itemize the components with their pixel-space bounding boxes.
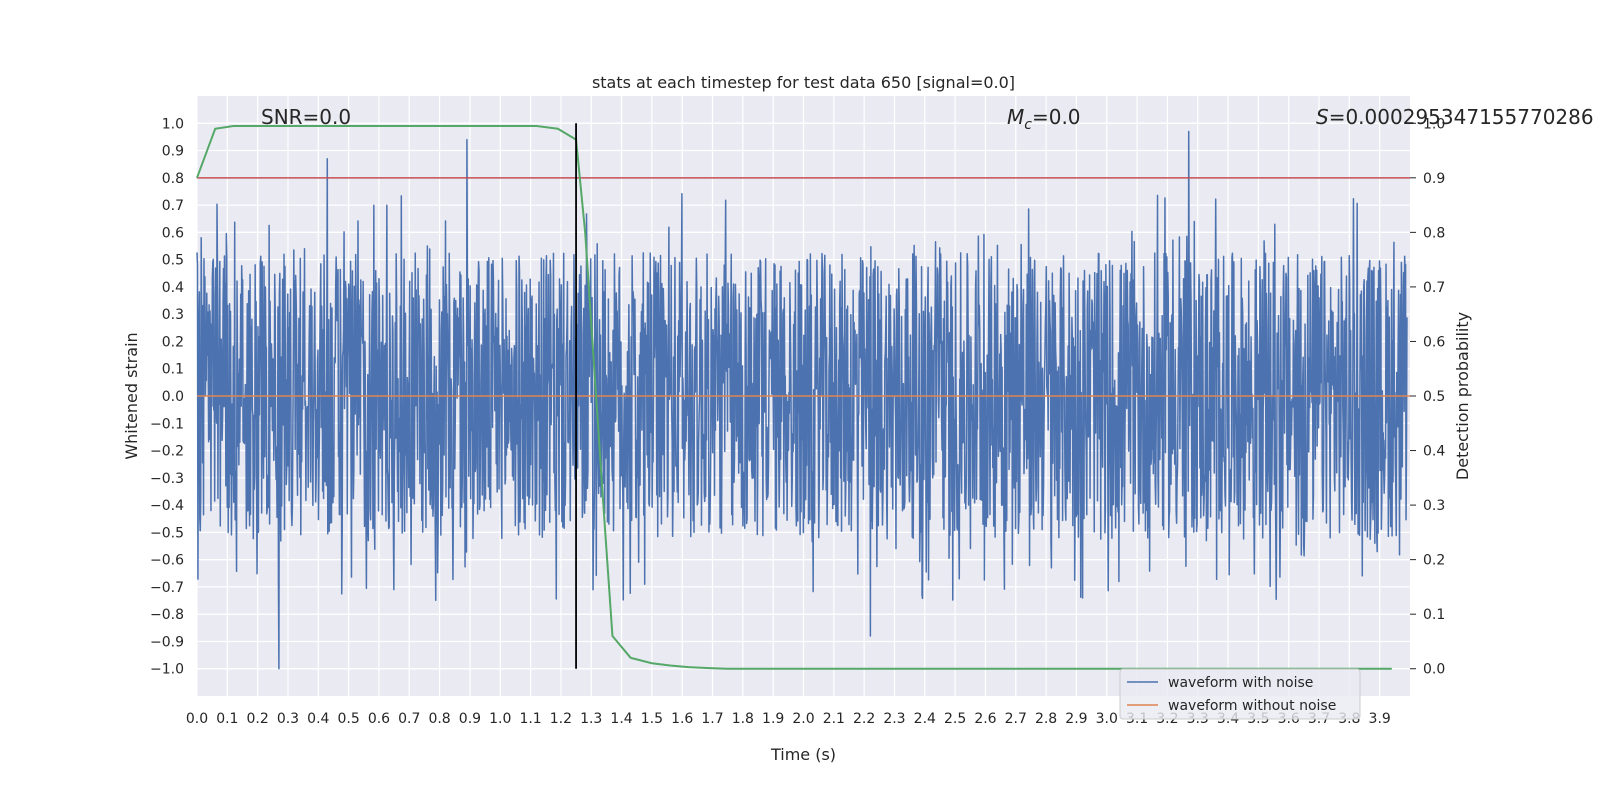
- x-axis-label: Time (s): [770, 745, 836, 764]
- x-tick-label: 0.2: [247, 711, 269, 727]
- y-tick-label: −0.3: [150, 471, 184, 487]
- y-tick-label: 0.5: [162, 253, 184, 269]
- x-tick-label: 2.0: [792, 711, 814, 727]
- y2-axis-ticks: 1.0 0.9 0.8 0.7 0.6 0.5 0.4 0.3 0.2 0.1 0.0: [1410, 116, 1445, 678]
- x-tick-label: 1.5: [641, 711, 663, 727]
- x-tick-label: 0.5: [337, 711, 359, 727]
- annotation-snr: SNR=0.0: [261, 105, 351, 129]
- x-tick-label: 2.2: [853, 711, 875, 727]
- x-tick-label: 0.7: [398, 711, 420, 727]
- x-tick-label: 0.1: [216, 711, 238, 727]
- y2-tick-label: 0.1: [1423, 607, 1445, 623]
- y-tick-label: −0.9: [150, 634, 184, 650]
- probability-line: [196, 125, 1392, 670]
- y-tick-label: 0.9: [162, 144, 184, 160]
- y2-tick-label: 0.5: [1423, 389, 1445, 405]
- y-tick-label: 0.4: [162, 280, 184, 296]
- y-tick-label: −0.4: [150, 498, 184, 514]
- y2-tick-label: 0.4: [1423, 444, 1445, 460]
- x-tick-label: 0.3: [277, 711, 299, 727]
- y-tick-label: 0.2: [162, 334, 184, 350]
- y2-tick-label: 0.9: [1423, 171, 1445, 187]
- legend-label-clean: waveform without noise: [1168, 698, 1336, 714]
- y-axis-label: Whitened strain: [122, 332, 141, 459]
- annotation-s-symbol: S: [1316, 105, 1329, 129]
- x-tick-label: 1.0: [489, 711, 511, 727]
- y2-axis-label: Detection probability: [1453, 312, 1472, 480]
- x-tick-label: 1.8: [732, 711, 754, 727]
- x-tick-label: 0.0: [186, 711, 208, 727]
- y-tick-label: 1.0: [162, 116, 184, 132]
- annotation-s-value: =0.000295347155770286: [1329, 105, 1594, 129]
- noise-line: [196, 130, 1408, 670]
- y-tick-label: 0.1: [162, 362, 184, 378]
- x-tick-label: 2.5: [944, 711, 966, 727]
- y-tick-label: −1.0: [150, 662, 184, 678]
- x-tick-label: 2.7: [1005, 711, 1027, 727]
- y-tick-label: 0.6: [162, 225, 184, 241]
- y-tick-label: −0.7: [150, 580, 184, 596]
- y2-tick-label: 1.0: [1423, 116, 1445, 132]
- y2-tick-label: 0.8: [1423, 225, 1445, 241]
- chart-title: stats at each timestep for test data 650…: [592, 73, 1015, 92]
- x-tick-label: 2.3: [883, 711, 905, 727]
- y-tick-label: −0.5: [150, 525, 184, 541]
- x-tick-label: 1.3: [580, 711, 602, 727]
- x-tick-label: 2.8: [1035, 711, 1057, 727]
- annotation-mc-subscript: c: [1024, 117, 1032, 133]
- legend: waveform with noise waveform without noi…: [1119, 668, 1361, 720]
- y-tick-label: −0.8: [150, 607, 184, 623]
- y-tick-label: −0.1: [150, 416, 184, 432]
- legend-box: [1119, 668, 1361, 720]
- x-tick-label: 0.4: [307, 711, 329, 727]
- x-tick-label: 2.6: [974, 711, 996, 727]
- y-axis-ticks: 1.0 0.9 0.8 0.7 0.6 0.5 0.4 0.3 0.2 0.1 0.0 −0.1 −0.…: [150, 116, 184, 677]
- y2-tick-label: 0.0: [1423, 662, 1445, 678]
- y-tick-label: −0.6: [150, 553, 184, 569]
- y2-tick-label: 0.7: [1423, 280, 1445, 296]
- series-detection-probability: [196, 125, 1392, 670]
- x-tick-label: 1.2: [550, 711, 572, 727]
- x-tick-label: 1.6: [671, 711, 693, 727]
- x-tick-label: 1.4: [610, 711, 632, 727]
- y2-tick-label: 0.6: [1423, 334, 1445, 350]
- x-tick-label: 0.6: [368, 711, 390, 727]
- x-tick-label: 2.1: [823, 711, 845, 727]
- x-tick-label: 3.9: [1369, 711, 1391, 727]
- x-tick-label: 1.9: [762, 711, 784, 727]
- y-tick-label: 0.3: [162, 307, 184, 323]
- annotation-mc-value: =0.0: [1032, 105, 1081, 129]
- y-tick-label: 0.7: [162, 198, 184, 214]
- y2-tick-label: 0.2: [1423, 553, 1445, 569]
- series-waveform-with-noise: [196, 130, 1408, 670]
- x-tick-label: 1.7: [701, 711, 723, 727]
- annotation-chirp-mass: Mc=0.0: [1007, 105, 1081, 133]
- x-tick-label: 0.9: [459, 711, 481, 727]
- x-tick-label: 2.9: [1065, 711, 1087, 727]
- legend-label-noise: waveform with noise: [1168, 675, 1313, 691]
- y-tick-label: −0.2: [150, 444, 184, 460]
- annotation-statistic: S=0.000295347155770286: [1316, 105, 1594, 129]
- x-tick-label: 0.8: [428, 711, 450, 727]
- x-tick-label: 3.0: [1096, 711, 1118, 727]
- y2-tick-label: 0.3: [1423, 498, 1445, 514]
- x-tick-label: 2.4: [914, 711, 936, 727]
- y-tick-label: 0.8: [162, 171, 184, 187]
- x-tick-label: 1.1: [519, 711, 541, 727]
- y-tick-label: 0.0: [162, 389, 184, 405]
- annotation-mc-symbol: M: [1007, 105, 1024, 129]
